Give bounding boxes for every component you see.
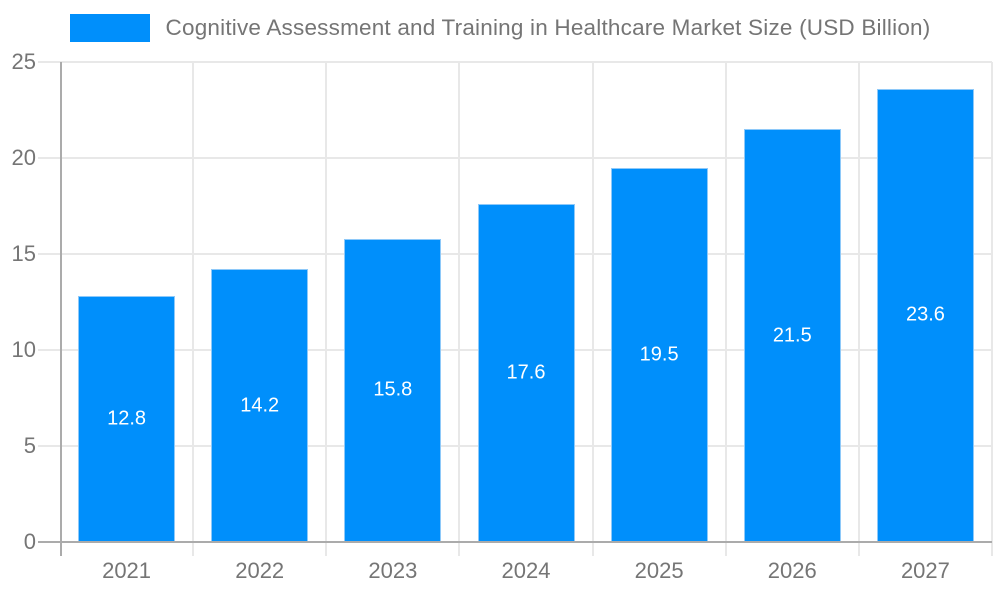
chart-title: Cognitive Assessment and Training in Hea… [165, 15, 931, 40]
y-tick-label: 15 [11, 241, 36, 266]
y-tick-label: 5 [23, 433, 36, 458]
gridline-vertical [591, 62, 594, 556]
bar-value-label: 23.6 [905, 303, 945, 326]
bar[interactable]: 14.2 [211, 269, 309, 542]
bar-value-label: 14.2 [240, 394, 280, 417]
x-tick-label: 2027 [900, 558, 950, 583]
y-tick-label: 10 [11, 337, 36, 362]
gridline-vertical [724, 62, 727, 556]
gridline-horizontal [38, 157, 992, 159]
x-tick-label: 2023 [368, 558, 418, 583]
bar-value-label: 15.8 [373, 378, 413, 401]
x-tick-label: 2021 [102, 558, 152, 583]
gridline-vertical [991, 62, 993, 556]
legend-marker-swatch[interactable] [69, 14, 150, 42]
x-tick-label: 2025 [634, 558, 684, 583]
bar[interactable]: 23.6 [876, 88, 974, 542]
bar[interactable]: 15.8 [344, 238, 442, 542]
bar[interactable]: 19.5 [610, 167, 708, 542]
gridline-horizontal [38, 61, 992, 63]
x-tick-label: 2024 [501, 558, 551, 583]
bar-value-label: 21.5 [772, 324, 812, 347]
gridline-vertical [458, 62, 461, 556]
plot-area: 0 5 10 15 20 25 12.8 2021 14.2 2022 15.8 2023 17.6 20… [12, 49, 993, 583]
bar-value-label: 12.8 [107, 407, 147, 430]
x-axis-baseline [38, 541, 992, 543]
y-axis-line [60, 62, 62, 556]
gridline-vertical [192, 62, 195, 556]
bar[interactable]: 12.8 [78, 296, 176, 542]
bar[interactable]: 17.6 [477, 204, 575, 542]
bar-value-label: 19.5 [639, 343, 679, 366]
y-tick-label: 0 [23, 529, 36, 554]
x-tick-label: 2026 [767, 558, 817, 583]
x-tick-label: 2022 [235, 558, 285, 583]
bar[interactable]: 21.5 [743, 129, 841, 542]
y-tick-label: 20 [11, 145, 36, 170]
gridline-vertical [857, 62, 860, 556]
gridline-vertical [325, 62, 328, 556]
bar-value-label: 17.6 [506, 361, 546, 384]
legend[interactable]: Cognitive Assessment and Training in Hea… [0, 14, 1000, 42]
y-tick-label: 25 [11, 49, 36, 74]
